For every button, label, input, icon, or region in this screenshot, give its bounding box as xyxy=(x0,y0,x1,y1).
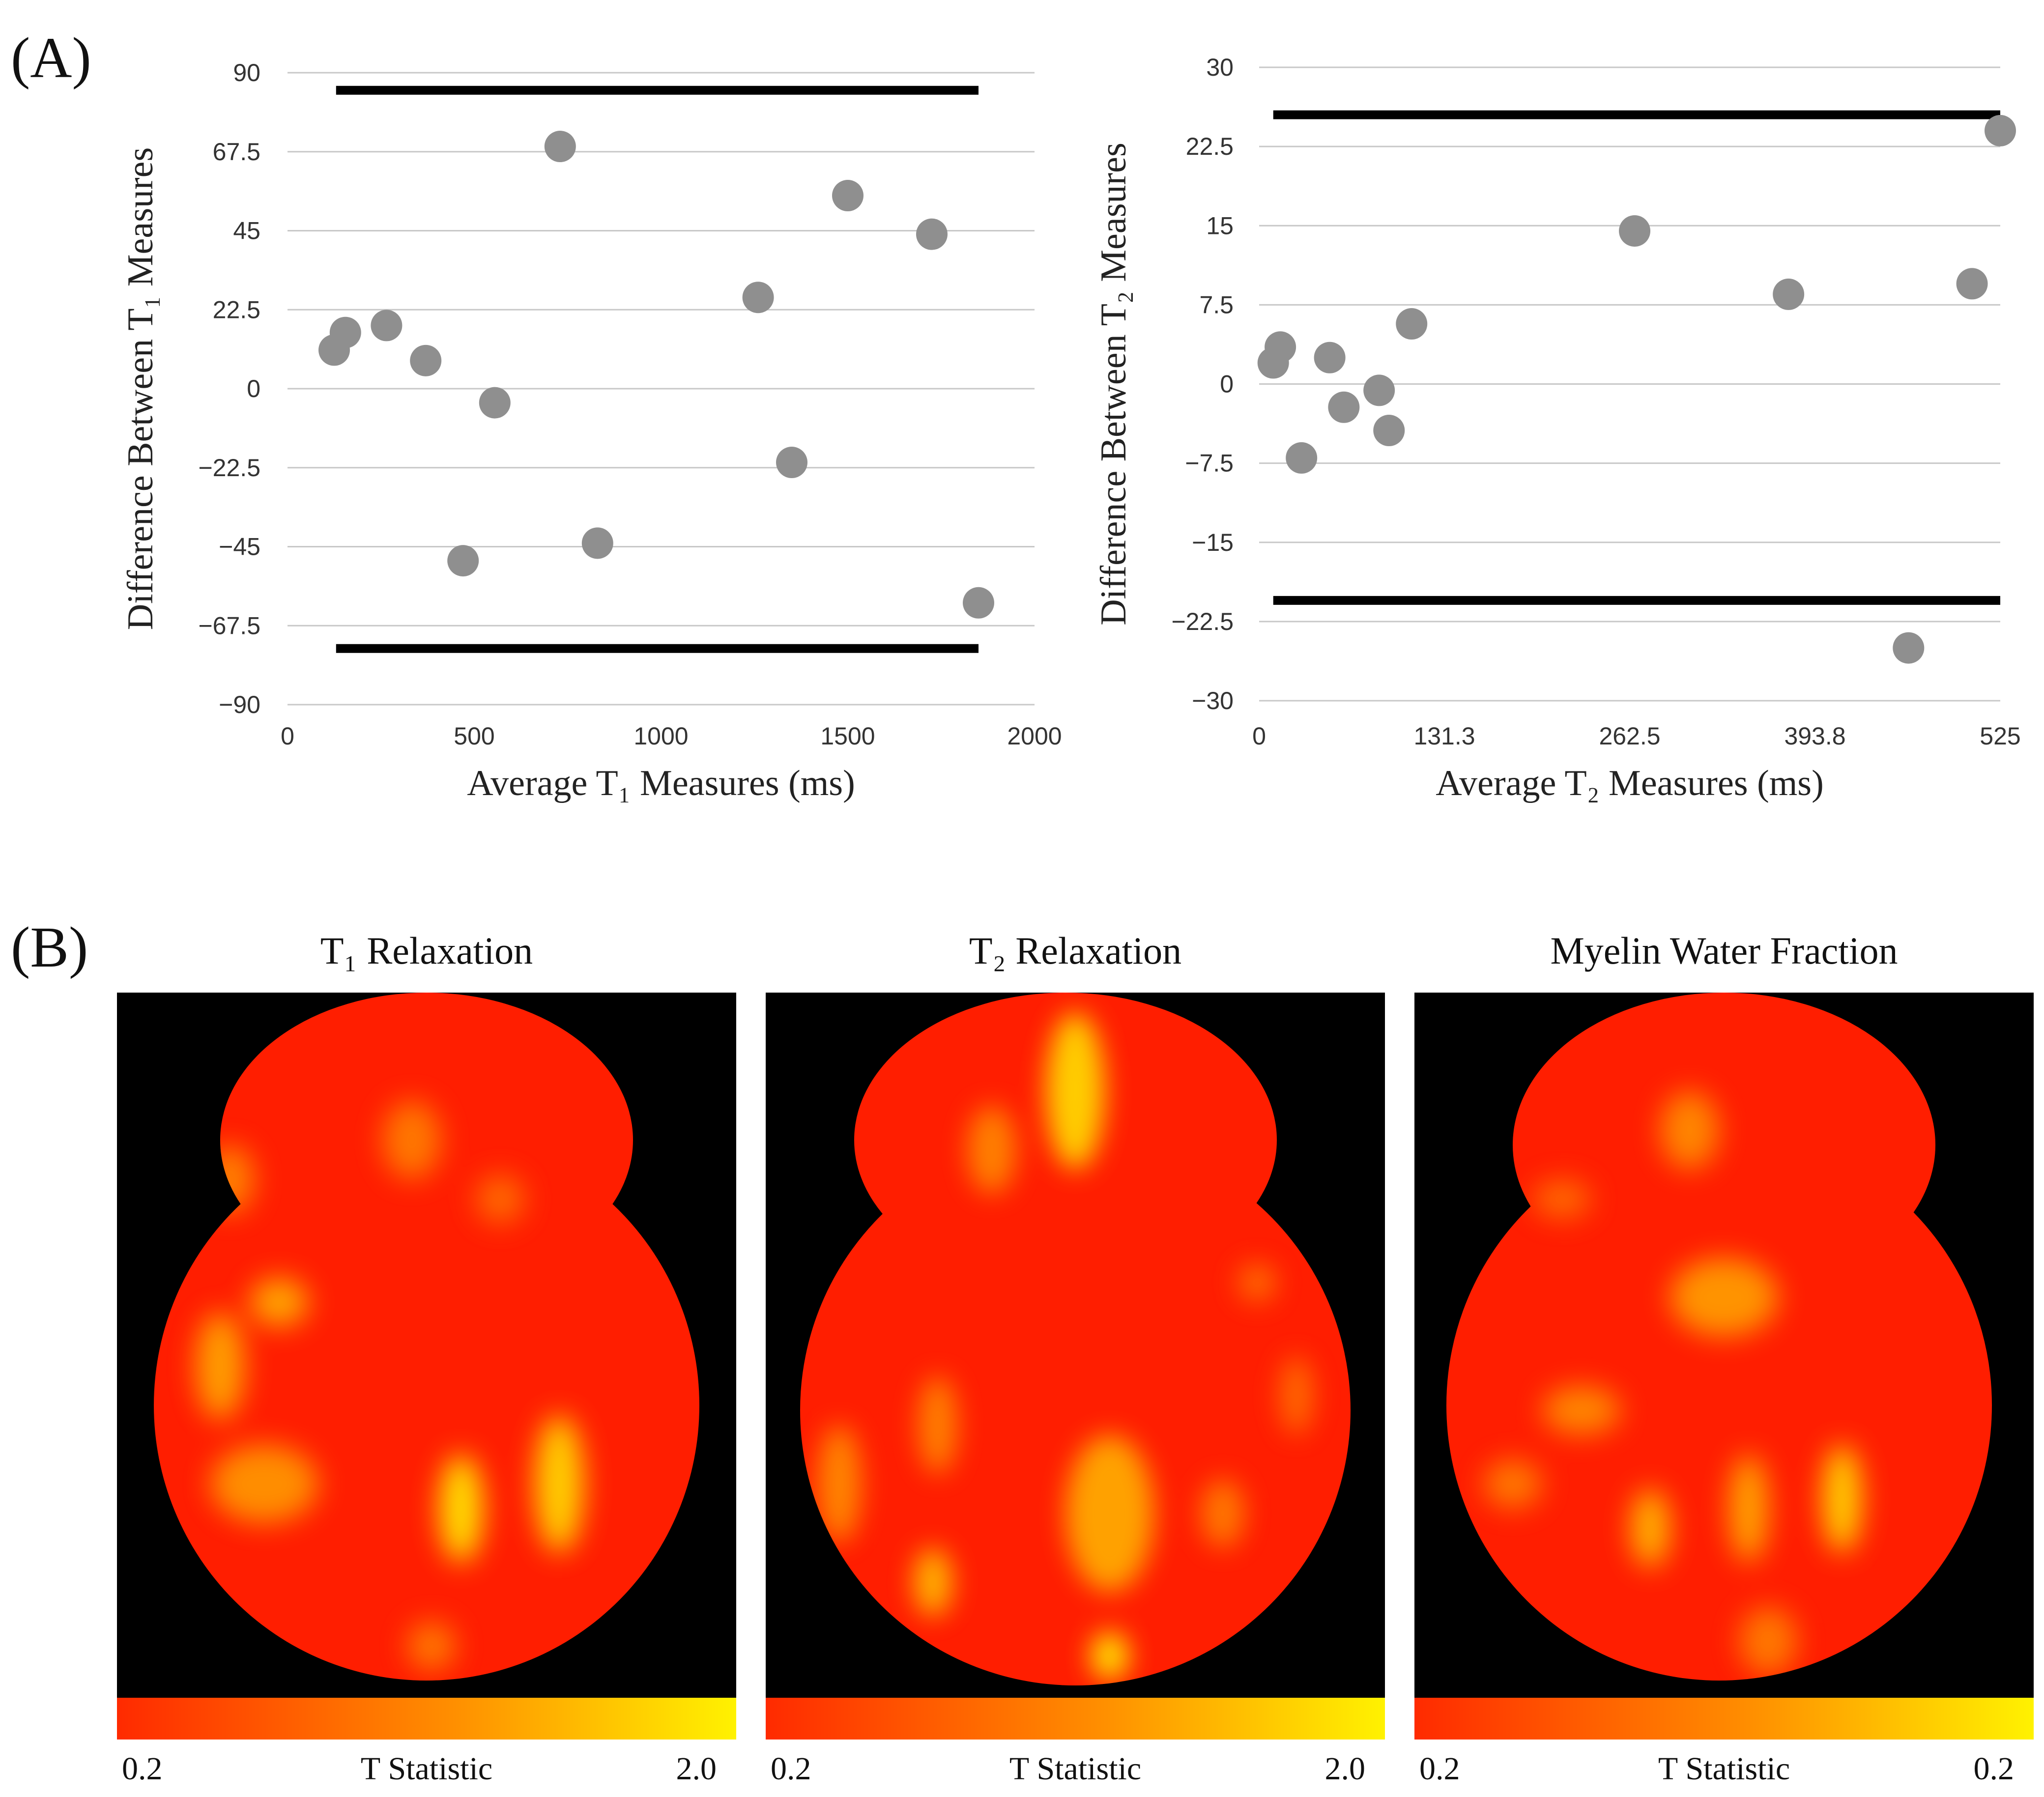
y-tick-label: −15 xyxy=(1192,529,1234,556)
data-point xyxy=(916,218,948,250)
panel-a-label: (A) xyxy=(11,26,91,90)
y-tick-label: 67.5 xyxy=(213,138,260,166)
y-tick-label: −67.5 xyxy=(198,612,260,639)
data-point xyxy=(410,344,442,376)
x-tick-label: 1500 xyxy=(820,722,875,750)
data-point xyxy=(371,310,403,342)
y-tick-label: 22.5 xyxy=(213,296,260,323)
panel-b-label: (B) xyxy=(11,915,88,979)
x-tick-label: 525 xyxy=(1980,722,2020,750)
colorbar-label: T Statistic xyxy=(1009,1751,1142,1787)
y-tick-label: 45 xyxy=(233,217,260,245)
brain-map-mwf xyxy=(1414,993,2034,1698)
brain-map-t1 xyxy=(117,993,736,1698)
colorbar-min: 0.2 xyxy=(1419,1751,1460,1787)
brain-slice xyxy=(1446,993,1992,1681)
data-point xyxy=(329,316,361,348)
y-tick-label: 0 xyxy=(1220,371,1234,398)
colorbar xyxy=(766,1698,1385,1740)
y-tick-label: −90 xyxy=(219,691,260,718)
data-point xyxy=(832,180,864,212)
data-point xyxy=(1985,114,2016,146)
data-point xyxy=(1373,415,1405,447)
y-tick-label: −22.5 xyxy=(1171,608,1234,635)
t1-bland-altman-chart: 90 67.5 45 22.5 0 −22.5 −45 −67.5 −90 0 500 1000 150… xyxy=(120,59,1062,803)
x-tick-label: 393.8 xyxy=(1784,722,1845,750)
colorbar-min: 0.2 xyxy=(771,1751,811,1787)
data-point xyxy=(1314,342,1346,373)
data-point xyxy=(1396,308,1428,340)
brain-map-t2 xyxy=(766,993,1385,1698)
map-title: T₂ Relaxation xyxy=(969,929,1182,972)
colorbar-max: 0.2 xyxy=(1973,1751,2015,1787)
data-point xyxy=(1956,268,1988,300)
data-point xyxy=(1286,442,1318,474)
data-point xyxy=(1265,331,1296,363)
colorbar-min: 0.2 xyxy=(122,1751,163,1787)
y-tick-label: −7.5 xyxy=(1185,450,1234,477)
y-tick-label: 30 xyxy=(1206,54,1234,81)
y-axis-label: Difference Between T₂ Measures xyxy=(1094,143,1134,626)
colorbar-label: T Statistic xyxy=(1658,1751,1790,1787)
x-tick-label: 131.3 xyxy=(1413,722,1475,750)
y-tick-label: 22.5 xyxy=(1186,133,1234,160)
x-axis-label: Average T₂ Measures (ms) xyxy=(1436,763,1824,803)
data-point xyxy=(1893,632,1925,664)
data-point xyxy=(581,527,613,559)
t2-bland-altman-chart: 30 22.5 15 7.5 0 −7.5 −15 −22.5 −30 0 131.3 262.5 39… xyxy=(1094,54,2021,803)
x-tick-label: 2000 xyxy=(1007,722,1062,750)
map-title: T₁ Relaxation xyxy=(320,929,533,972)
y-tick-label: −30 xyxy=(1192,687,1234,714)
data-point xyxy=(544,131,576,163)
colorbar-max: 2.0 xyxy=(1324,1751,1366,1787)
y-tick-label: −45 xyxy=(219,533,260,561)
data-point xyxy=(479,387,511,419)
colorbar-max: 2.0 xyxy=(676,1751,717,1787)
y-tick-label: 15 xyxy=(1206,212,1234,239)
x-tick-label: 1000 xyxy=(633,722,688,750)
colorbar-label: T Statistic xyxy=(360,1751,493,1787)
map-panel-t1: T₁ Relaxation 0.2 T Statistic 2.0 xyxy=(117,929,736,1797)
y-tick-label: −22.5 xyxy=(198,454,260,482)
data-point xyxy=(1328,391,1360,423)
y-axis-label: Difference Between T₁ Measures xyxy=(120,147,161,630)
y-tick-label: 0 xyxy=(247,375,260,402)
data-point xyxy=(963,587,994,619)
data-point xyxy=(742,282,774,314)
colorbar xyxy=(117,1698,736,1740)
data-point xyxy=(1773,278,1805,310)
x-tick-label: 500 xyxy=(454,722,494,750)
brain-slice xyxy=(800,993,1351,1685)
x-tick-label: 0 xyxy=(1252,722,1266,750)
data-point xyxy=(776,447,807,479)
x-tick-label: 0 xyxy=(281,722,294,750)
map-panel-mwf: Myelin Water Fraction 0.2 T Statistic 0.… xyxy=(1414,929,2034,1797)
y-tick-label: 90 xyxy=(233,59,260,86)
brain-slice xyxy=(154,993,699,1681)
map-title: Myelin Water Fraction xyxy=(1550,929,1898,972)
x-axis-label: Average T₁ Measures (ms) xyxy=(467,763,855,803)
map-panel-t2: T₂ Relaxation 0.2 T Statistic 2.0 xyxy=(766,929,1385,1797)
data-point xyxy=(447,545,479,577)
data-point xyxy=(1619,215,1651,247)
colorbar xyxy=(1414,1698,2034,1740)
y-tick-label: 7.5 xyxy=(1199,291,1234,318)
x-tick-label: 262.5 xyxy=(1599,722,1660,750)
data-point xyxy=(1363,374,1395,406)
